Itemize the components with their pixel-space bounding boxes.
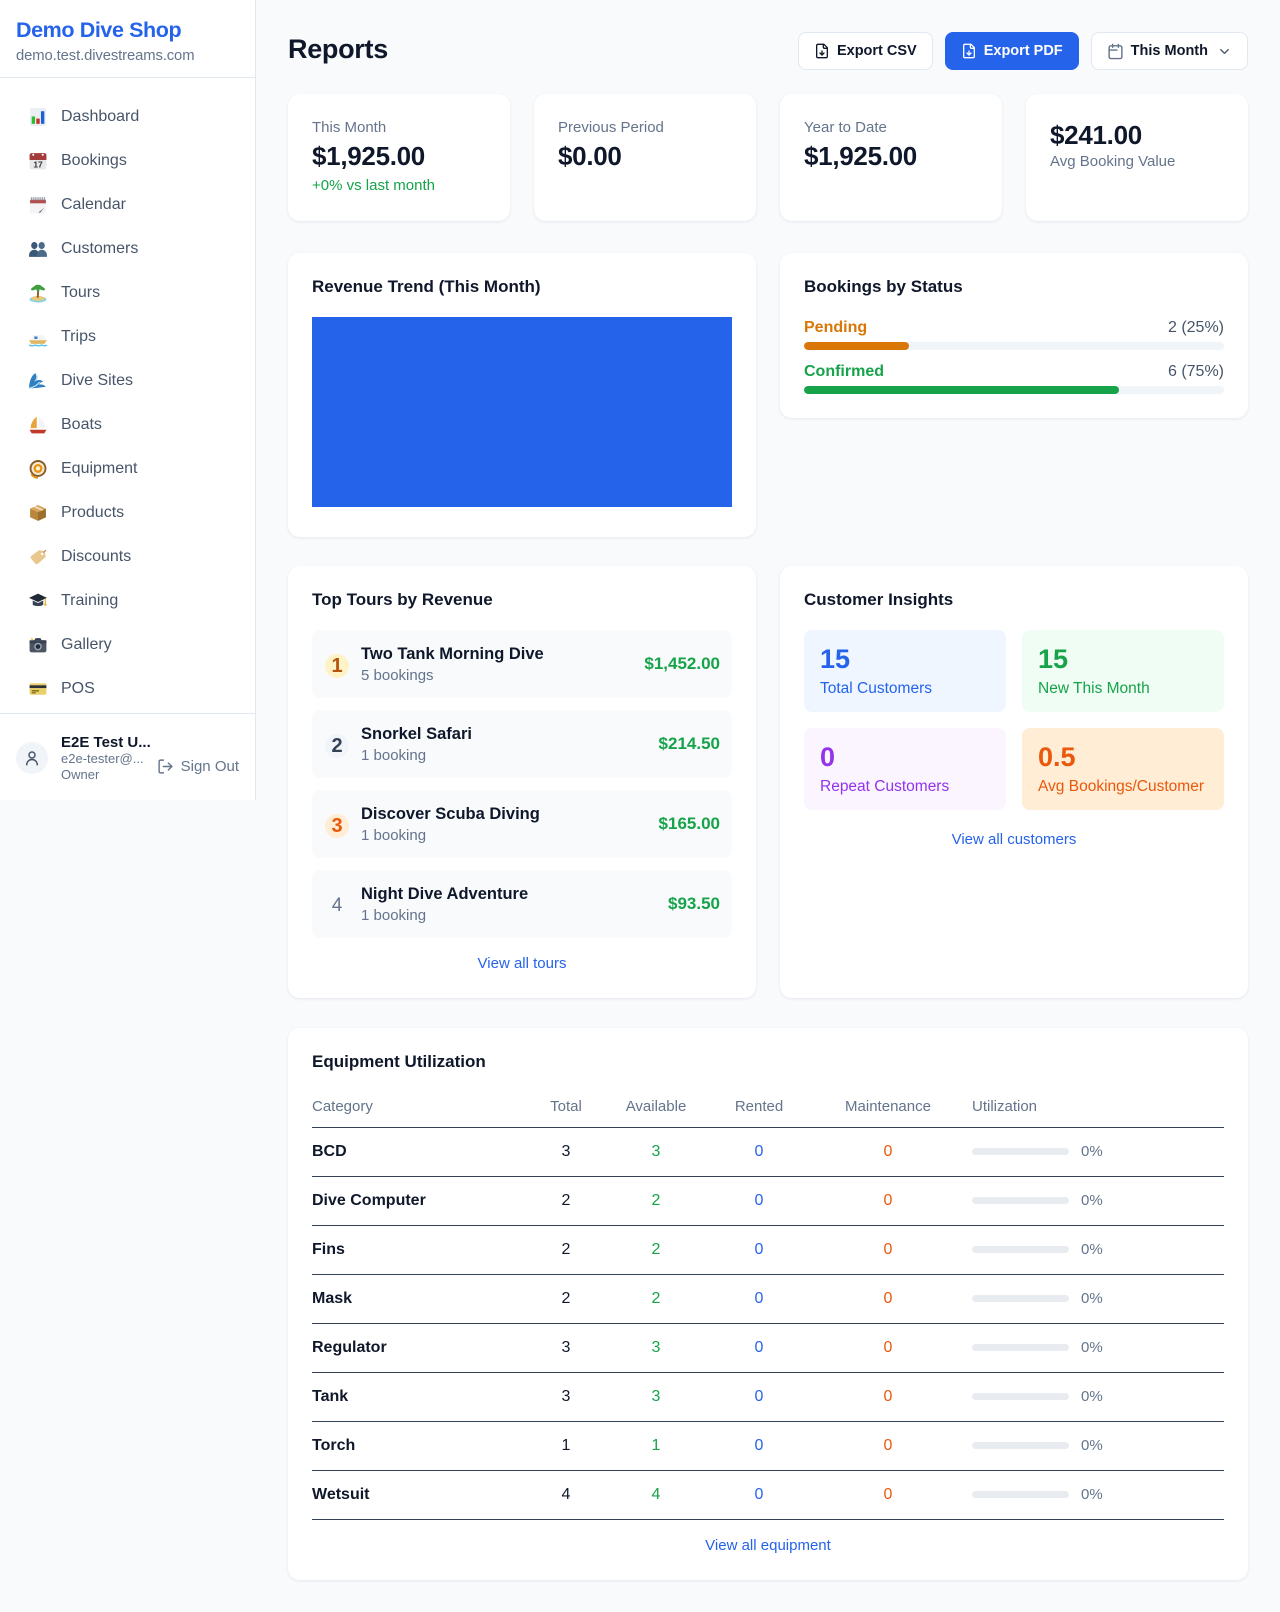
svg-text:17: 17: [33, 159, 43, 169]
